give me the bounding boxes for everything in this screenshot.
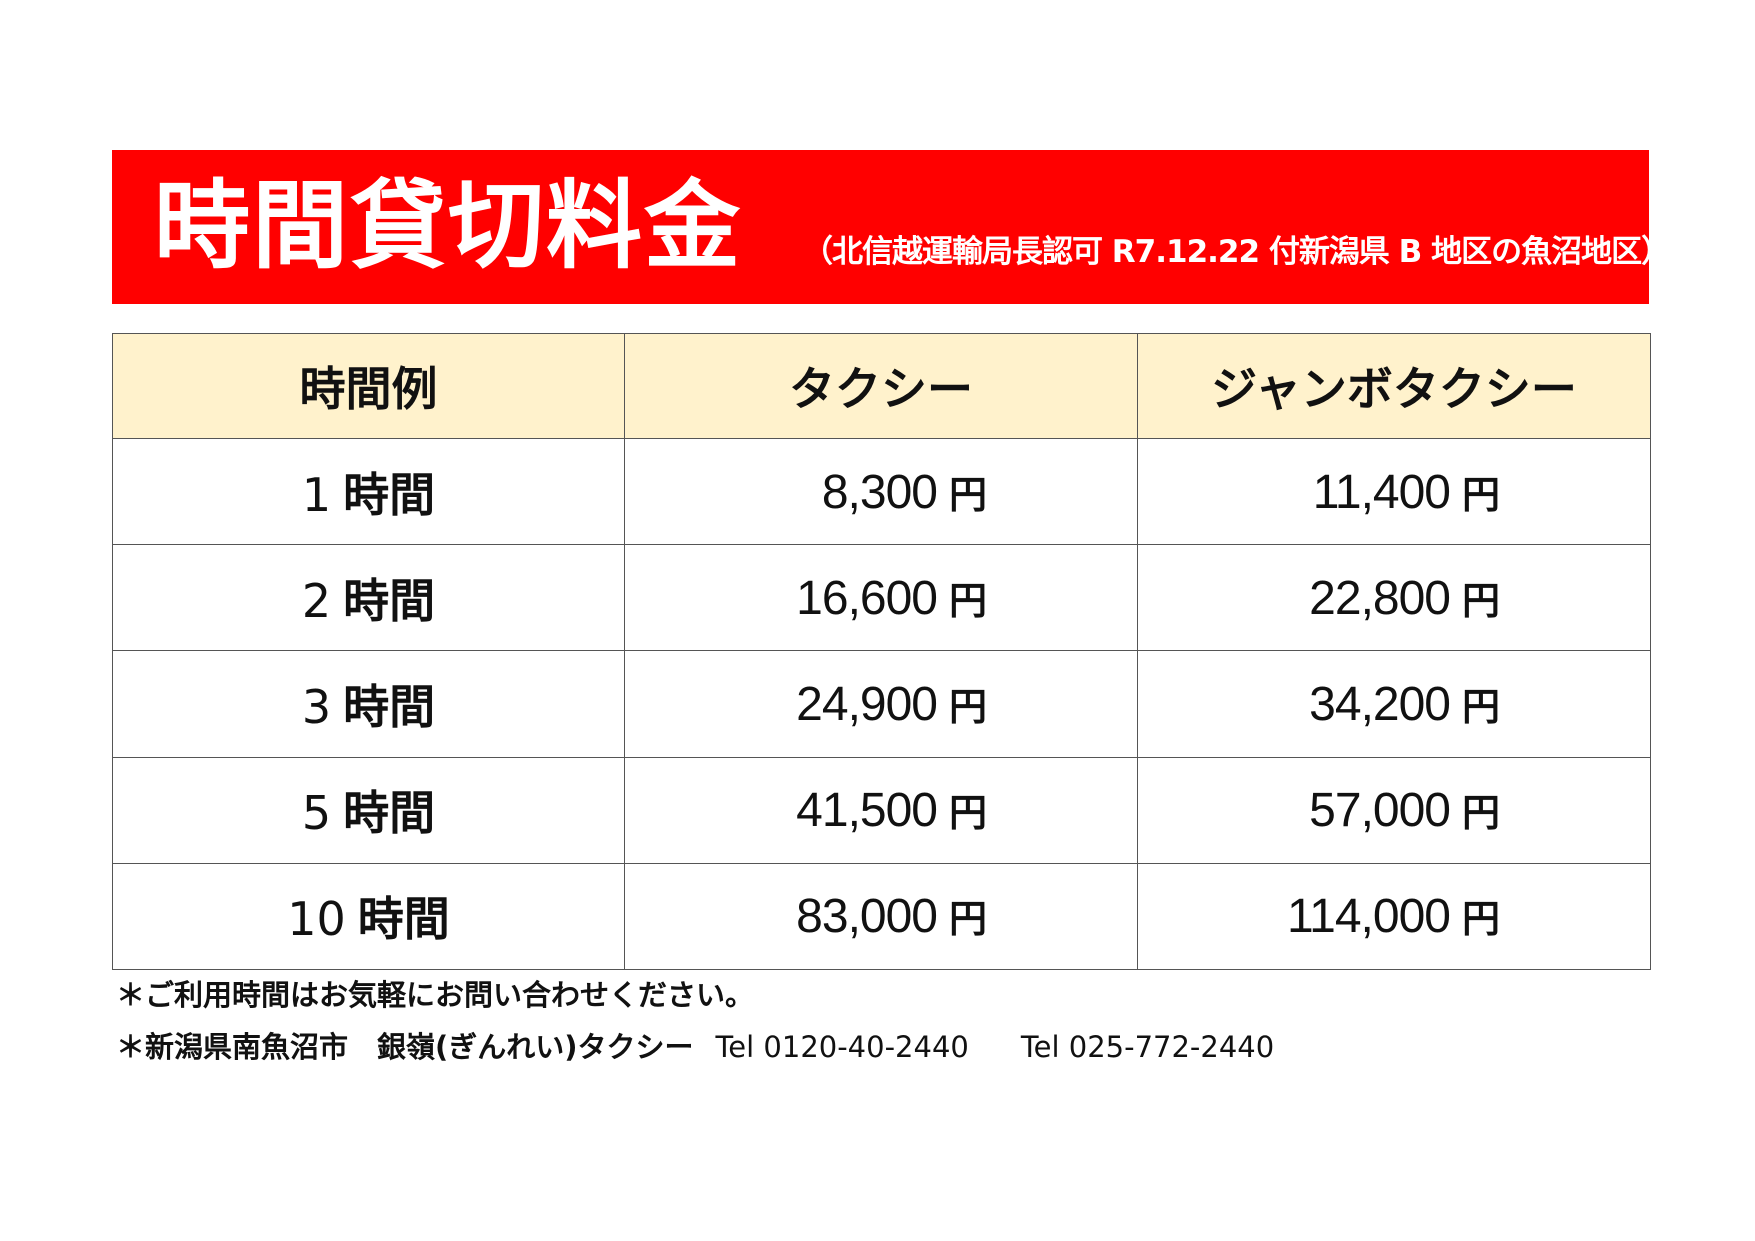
jumbo-price-cell: 11,400 円	[1137, 437, 1651, 546]
taxi-price-cell: 83,000 円	[624, 862, 1138, 971]
company-name: ＊新潟県南魚沼市 銀嶺(ぎんれい)タクシー	[116, 1030, 694, 1064]
tel-local: Tel 025-772-2440	[1020, 1030, 1275, 1064]
jumbo-price-cell: 34,200 円	[1137, 650, 1651, 758]
taxi-price-cell: 41,500 円	[624, 756, 1138, 864]
hours-value: 5	[301, 786, 332, 841]
yen-label: 円	[948, 791, 987, 836]
hours-unit: 時間	[343, 467, 436, 522]
jumbo-price: 11,400	[1312, 465, 1451, 519]
taxi-price-cell: 24,900 円	[624, 650, 1138, 758]
inquiry-note: ＊ご利用時間はお気軽にお問い合わせください。	[116, 978, 755, 1012]
taxi-price-cell: 16,600 円	[624, 544, 1138, 652]
jumbo-price-cell: 22,800 円	[1137, 544, 1651, 652]
approval-note: （北信越運輸局長認可 R7.12.22 付新潟県 B 地区の魚沼地区）	[802, 234, 1672, 270]
hours-value: 3	[301, 679, 332, 734]
yen-label: 円	[1461, 897, 1500, 942]
time-cell: 2 時間	[112, 544, 625, 652]
yen-label: 円	[948, 897, 987, 942]
table-header-row: 時間例 タクシー ジャンボタクシー	[112, 333, 1651, 439]
yen-label: 円	[948, 684, 987, 729]
jumbo-price: 114,000	[1287, 890, 1451, 944]
yen-label: 円	[948, 472, 987, 517]
taxi-price-cell: 8,300 円	[624, 437, 1138, 546]
yen-label: 円	[1461, 472, 1500, 517]
taxi-price: 8,300	[821, 465, 938, 519]
taxi-price: 83,000	[796, 890, 938, 944]
tel-tollfree: Tel 0120-40-2440	[715, 1030, 969, 1064]
yen-label: 円	[1461, 791, 1500, 836]
table-row: 1 時間 8,300 円 11,400 円	[112, 437, 1651, 546]
table-row: 3 時間 24,900 円 34,200 円	[112, 650, 1651, 758]
header-taxi: タクシー	[624, 333, 1138, 439]
taxi-price: 41,500	[796, 784, 938, 838]
jumbo-price: 34,200	[1309, 677, 1451, 731]
time-cell: 10 時間	[112, 862, 625, 971]
hours-unit: 時間	[343, 679, 436, 734]
table-row: 10 時間 83,000 円 114,000 円	[112, 862, 1651, 971]
hours-value: 1	[301, 467, 332, 522]
header-jumbo-taxi: ジャンボタクシー	[1137, 333, 1651, 439]
jumbo-price-cell: 114,000 円	[1137, 862, 1651, 971]
yen-label: 円	[948, 578, 987, 623]
time-cell: 3 時間	[112, 650, 625, 758]
company-note: ＊新潟県南魚沼市 銀嶺(ぎんれい)タクシー Tel 0120-40-2440 Tel…	[116, 1027, 1274, 1067]
hours-unit: 時間	[343, 786, 436, 841]
taxi-price: 16,600	[796, 571, 938, 625]
page-title: 時間貸切料金	[154, 170, 742, 282]
time-cell: 5 時間	[112, 756, 625, 864]
jumbo-price: 22,800	[1309, 571, 1451, 625]
yen-label: 円	[1461, 578, 1500, 623]
header-time-example: 時間例	[112, 333, 625, 439]
jumbo-price-cell: 57,000 円	[1137, 756, 1651, 864]
yen-label: 円	[1461, 684, 1500, 729]
hours-unit: 時間	[357, 892, 450, 947]
fare-table: 時間例 タクシー ジャンボタクシー 1 時間 8,300 円 11,400 円 2 時間…	[112, 333, 1651, 971]
taxi-price: 24,900	[796, 677, 938, 731]
time-cell: 1 時間	[112, 437, 625, 546]
hours-value: 10	[287, 892, 346, 947]
title-banner: 時間貸切料金 （北信越運輸局長認可 R7.12.22 付新潟県 B 地区の魚沼地…	[112, 150, 1672, 304]
table-row: 2 時間 16,600 円 22,800 円	[112, 544, 1651, 652]
hours-unit: 時間	[343, 573, 436, 628]
table-row: 5 時間 41,500 円 57,000 円	[112, 756, 1651, 864]
hours-value: 2	[301, 573, 332, 628]
jumbo-price: 57,000	[1309, 784, 1451, 838]
